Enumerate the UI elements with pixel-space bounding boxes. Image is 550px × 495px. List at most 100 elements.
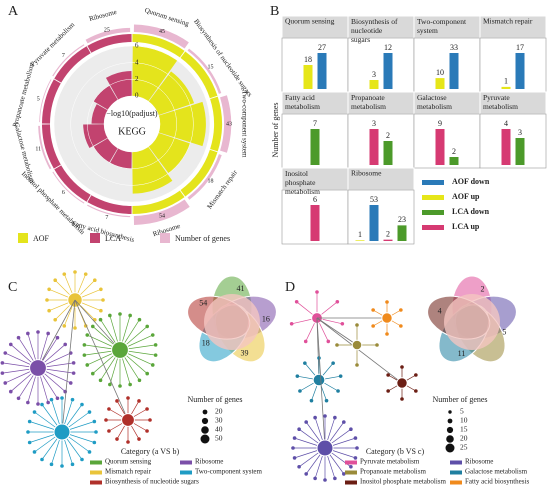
gene-node [385,332,389,336]
gene-node [303,361,307,365]
gene-count: 43 [226,121,232,127]
legend-label: Ribosome [465,458,493,466]
legend-swatch [450,460,462,465]
size-legend-mark [448,410,452,414]
edge [316,317,326,449]
gene-node [71,371,76,375]
gene-node [27,419,32,424]
gene-node [309,398,314,403]
gene-node [386,389,390,393]
y-axis-label: Number of genes [271,102,280,157]
facet-title: Two-component system [417,17,467,35]
category-node [53,423,71,441]
gene-node [137,437,141,441]
gene-node [353,436,358,440]
y-tick-label: 2 [135,75,139,83]
gene-node [331,361,335,365]
gene-bar [133,24,189,49]
center-label: KEGG [118,126,146,137]
gene-node [338,374,343,378]
gene-node [128,382,132,387]
bar [355,240,365,241]
gene-count: 18 [207,178,213,184]
gene-node [0,371,5,375]
gene-node [150,363,155,367]
category-node [381,312,393,324]
venn-label: 16 [262,315,270,324]
value-label: 23 [398,215,406,224]
panel-label: C [8,280,17,295]
gene-node [145,407,149,411]
gene-node [26,331,30,336]
gene-node [118,312,122,316]
size-legend-label: 10 [460,416,468,425]
gene-node [82,353,87,357]
legend-label: LCA [105,234,121,243]
y-tick-label: 0 [135,92,139,100]
gene-node [36,402,40,406]
legend-label: Two-component system [195,468,263,476]
bar [449,157,459,165]
facet-panel [347,113,415,169]
edge [61,299,76,433]
gene-node [90,324,95,329]
facet-panel [413,37,481,93]
gene-node [60,464,64,468]
gene-node [55,335,60,340]
gene-count: 5 [37,96,40,102]
gene-node [335,343,339,347]
category-node [316,439,334,457]
legend-label: AOF down [452,177,490,186]
bar [501,86,511,89]
gene-node [45,298,49,302]
legend-swatch [450,480,462,485]
legend-swatch [90,480,102,485]
venn-label: 4 [438,306,442,315]
category-label: Quorum sensing [144,6,191,28]
gene-node [99,287,103,292]
gene-node [371,324,375,328]
axis-hole [104,96,160,152]
gene-node [304,472,308,476]
gene-node [26,400,30,405]
value-label: 2 [386,131,390,140]
grid-line [53,45,211,203]
value-label: 4 [504,119,508,128]
y-tick-label: 6 [135,42,139,50]
value-label: 2 [386,229,390,238]
gene-node [40,402,44,407]
grid-line [103,95,161,153]
value-label: 10 [436,68,444,77]
gene-node [323,478,327,482]
gene-node [16,396,21,401]
legend-label: Pyruvate metabolism [360,458,420,466]
gene-node [304,420,308,424]
bar [310,205,320,241]
facet-panel [479,113,547,169]
edge [37,299,76,369]
gene-node [324,398,329,403]
gene-node [342,420,346,424]
legend-label: LCA up [452,222,480,231]
legend-swatch [90,233,100,243]
gene-node [90,371,95,376]
gene-node [3,351,8,355]
size-legend-mark [202,409,208,415]
facet-panel [347,37,415,93]
category-label: Ribosome [88,8,117,23]
legend-swatch [160,233,170,243]
value-label: 2 [452,147,456,156]
gene-node [46,400,50,405]
gene-node [98,378,103,383]
legend-label: LCA down [452,207,490,216]
bar [148,71,195,116]
gene-node [303,339,308,344]
size-legend-mark [201,417,209,425]
gene-node [137,399,141,403]
gene-node [335,299,340,304]
gene-node [107,407,111,411]
gene-node [386,373,390,377]
gene-node [400,365,404,369]
gene-node [115,437,119,441]
value-label: 3 [518,128,522,137]
